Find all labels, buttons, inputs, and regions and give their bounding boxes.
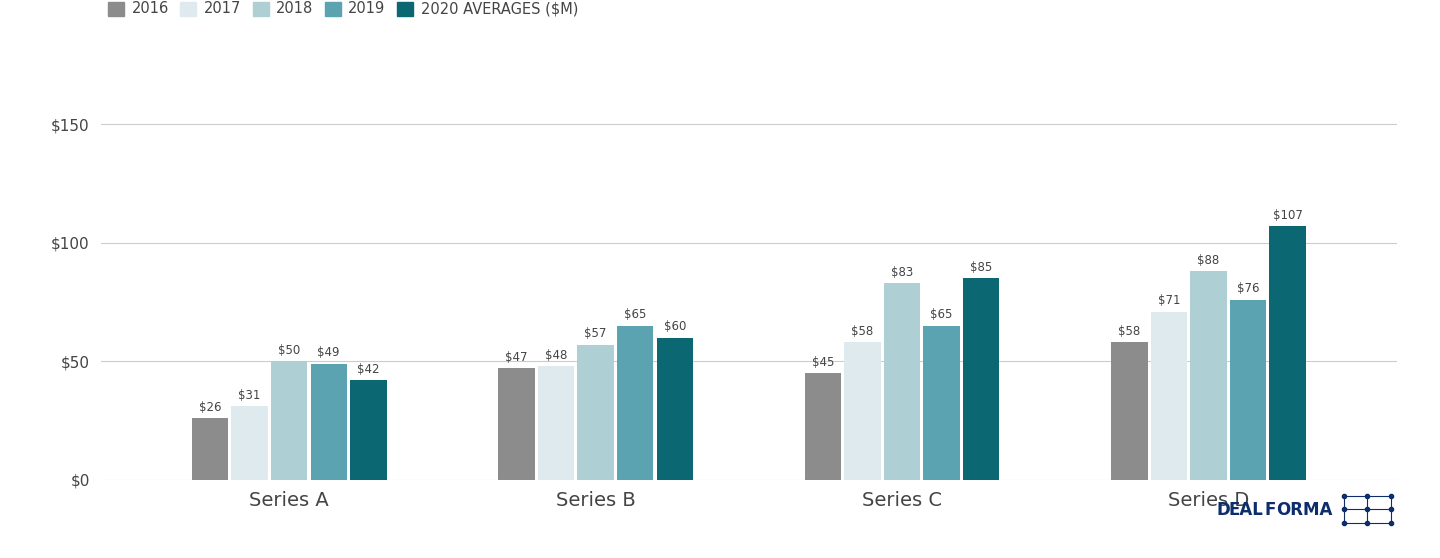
Text: $57: $57 xyxy=(585,328,606,340)
Text: $65: $65 xyxy=(930,309,953,321)
Text: $47: $47 xyxy=(505,351,527,364)
Text: $83: $83 xyxy=(891,266,913,279)
Bar xyxy=(537,366,575,480)
Text: EAL: EAL xyxy=(1228,501,1263,519)
Bar xyxy=(1270,226,1306,480)
Bar xyxy=(350,381,386,480)
Text: $107: $107 xyxy=(1273,209,1303,222)
Bar xyxy=(311,364,347,480)
Text: $45: $45 xyxy=(812,356,834,369)
Text: $58: $58 xyxy=(1119,325,1140,338)
Text: ORMA: ORMA xyxy=(1276,501,1332,519)
Bar xyxy=(192,418,228,480)
Text: $71: $71 xyxy=(1158,294,1181,307)
Bar xyxy=(271,362,307,480)
Text: $49: $49 xyxy=(317,347,340,359)
Bar xyxy=(232,406,268,480)
Bar xyxy=(577,345,613,480)
Bar xyxy=(1230,300,1266,480)
Text: $76: $76 xyxy=(1237,282,1260,295)
Text: $85: $85 xyxy=(971,261,992,274)
Bar xyxy=(844,342,881,480)
Bar xyxy=(616,326,654,480)
Bar xyxy=(1112,342,1148,480)
Bar xyxy=(884,283,920,480)
Bar xyxy=(1191,271,1227,480)
Text: $65: $65 xyxy=(624,309,647,321)
Bar xyxy=(963,278,999,480)
Text: $48: $48 xyxy=(544,349,567,362)
Text: $50: $50 xyxy=(278,344,301,357)
Text: $31: $31 xyxy=(239,389,261,402)
Text: $58: $58 xyxy=(851,325,874,338)
Legend: 2016, 2017, 2018, 2019, 2020 AVERAGES ($M): 2016, 2017, 2018, 2019, 2020 AVERAGES ($… xyxy=(108,2,577,17)
Text: D: D xyxy=(1217,501,1231,519)
Bar xyxy=(923,326,960,480)
Bar xyxy=(1151,311,1187,480)
Bar xyxy=(657,338,693,480)
Bar xyxy=(498,368,534,480)
Text: $42: $42 xyxy=(357,363,380,376)
Text: $60: $60 xyxy=(664,320,685,333)
Text: $26: $26 xyxy=(199,401,222,414)
Text: $88: $88 xyxy=(1197,254,1220,267)
Text: F: F xyxy=(1264,501,1276,519)
Bar xyxy=(805,373,841,480)
